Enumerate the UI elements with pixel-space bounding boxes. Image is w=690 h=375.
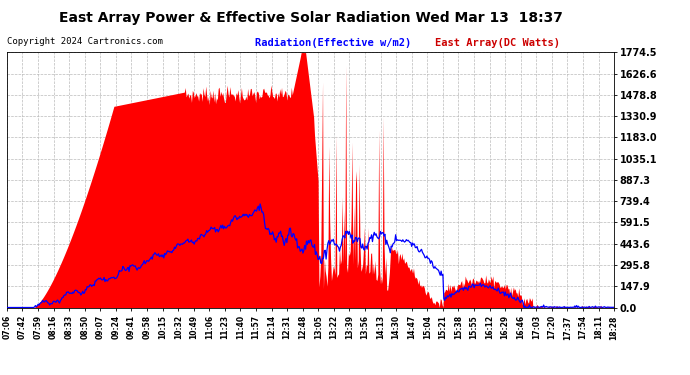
Text: East Array Power & Effective Solar Radiation Wed Mar 13  18:37: East Array Power & Effective Solar Radia… [59, 11, 562, 25]
Text: Radiation(Effective w/m2): Radiation(Effective w/m2) [255, 38, 411, 48]
Text: Copyright 2024 Cartronics.com: Copyright 2024 Cartronics.com [7, 38, 163, 46]
Text: East Array(DC Watts): East Array(DC Watts) [435, 38, 560, 48]
